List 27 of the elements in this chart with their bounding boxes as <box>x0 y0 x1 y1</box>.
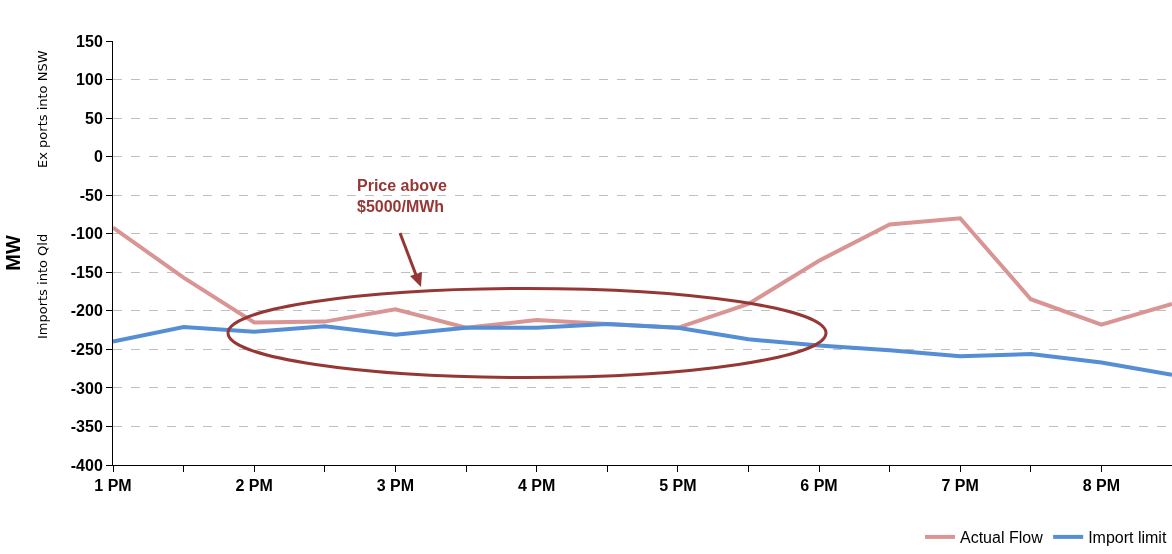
y-tick-label: -300 <box>70 379 103 397</box>
text: Imports into Qld <box>35 233 51 340</box>
text: Ex ports into NSW <box>35 50 51 168</box>
y-tick-label: 50 <box>85 109 103 127</box>
legend-label: Import limit <box>1088 529 1167 547</box>
x-tick-label: 6 PM <box>800 477 838 495</box>
y-tick-label: 100 <box>76 71 103 89</box>
y-tick-label: -150 <box>70 263 103 281</box>
x-tick-label: 4 PM <box>517 477 556 495</box>
y-tick-label: -250 <box>70 340 103 358</box>
y-tick-label: 0 <box>93 148 103 166</box>
annotation: Price above $5000/MWh <box>357 177 447 215</box>
x-tick-label: 8 PM <box>1082 477 1121 495</box>
line-series <box>113 321 1172 377</box>
y-tick-label: -50 <box>79 186 103 204</box>
y-axis-title: MW <box>2 235 25 271</box>
x-tick-label: 5 PM <box>659 477 697 495</box>
legend-label: Actual Flow <box>960 529 1044 547</box>
y-tick-label: 150 <box>76 32 103 50</box>
y-tick-label: -200 <box>70 302 103 320</box>
x-tick-label: 1 PM <box>94 477 132 495</box>
x-tick-label: 7 PM <box>941 477 979 495</box>
y-tick-label: -350 <box>70 418 103 436</box>
y-tick-label: -100 <box>70 225 103 243</box>
x-tick-label: 2 PM <box>235 477 273 495</box>
x-tick-label: 3 PM <box>376 477 415 495</box>
y-tick-label: -400 <box>70 456 103 474</box>
